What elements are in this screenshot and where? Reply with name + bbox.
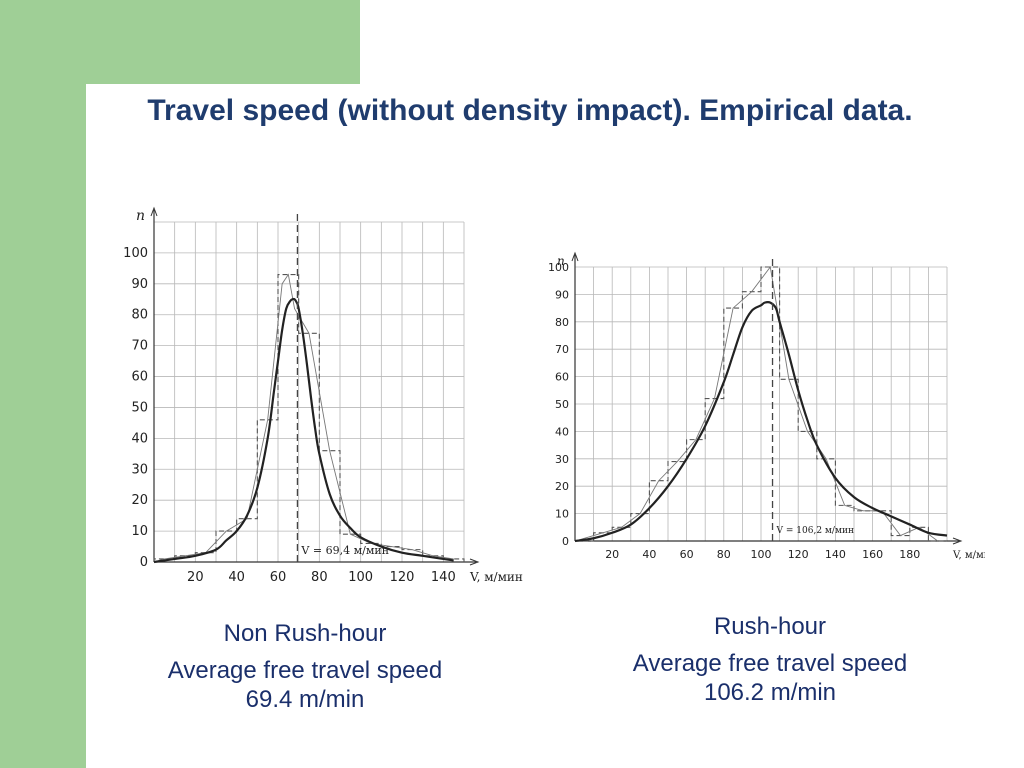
frequency-polygon-series [574, 265, 938, 542]
x-axis-arrow [952, 537, 963, 545]
y-tick-label: 0 [140, 555, 148, 570]
chart-rush-hour: 0 10 20 30 40 50 60 70 80 90 100 20 40 60 80 100 120 140 1… [548, 251, 985, 561]
y-tick-label: 30 [555, 453, 569, 466]
x-tick-label: 40 [642, 548, 656, 561]
y-tick-label: 70 [131, 339, 148, 354]
caption-left-line1: Average free travel speed [167, 657, 443, 684]
side-band [0, 0, 86, 768]
histogram-series [153, 273, 465, 562]
caption-right-line2: 106.2 m/min [703, 679, 837, 706]
y-tick-label: 100 [548, 261, 569, 274]
caption-right: Rush-hour Average free travel speed 106.… [600, 612, 940, 707]
y-tick-label: 80 [555, 316, 569, 329]
y-tick-label: 60 [131, 370, 148, 385]
chart-non-rush-hour: 0 10 20 30 40 50 60 70 80 90 100 20 40 60 80 100 120 140 n… [123, 206, 523, 585]
y-tick-label: 50 [131, 400, 148, 415]
y-tick-label: 50 [555, 398, 569, 411]
y-tick-label: 10 [555, 508, 569, 521]
x-axis-label: V, м/мин [469, 570, 523, 584]
y-axis-label: n [557, 254, 565, 268]
x-tick-label: 80 [717, 548, 731, 561]
fitted-curve-series [574, 300, 948, 543]
caption-left: Non Rush-hour Average free travel speed … [130, 619, 480, 714]
y-tick-label: 20 [555, 480, 569, 493]
fitted-curve-series [153, 297, 454, 564]
frequency-polygon-series [153, 273, 454, 563]
y-axis-arrow [150, 206, 158, 217]
x-tick-label: 100 [348, 570, 373, 585]
y-tick-label: 90 [131, 277, 148, 292]
caption-right-line1: Average free travel speed [632, 650, 908, 677]
x-tick-label: 120 [788, 548, 809, 561]
content-panel [86, 84, 1024, 768]
y-axis-label: n [136, 208, 145, 224]
slide-title: Travel speed (without density impact). E… [147, 94, 913, 127]
x-tick-label: 140 [431, 570, 456, 585]
x-axis-arrow [469, 558, 480, 566]
x-tick-label: 60 [680, 548, 694, 561]
x-tick-label: 40 [228, 570, 245, 585]
top-band [0, 0, 360, 84]
y-tick-label: 60 [555, 371, 569, 384]
x-tick-label: 20 [187, 570, 204, 585]
mean-annotation: V = 69,4 м/мин [300, 544, 389, 557]
x-tick-label: 140 [825, 548, 846, 561]
y-axis-arrow [571, 251, 579, 262]
x-tick-label: 20 [605, 548, 619, 561]
y-tick-label: 90 [555, 288, 569, 301]
x-tick-label: 60 [270, 570, 287, 585]
x-axis-label: V, м/мин [952, 550, 985, 561]
mean-annotation: V = 106,2 м/мин [776, 526, 854, 536]
y-tick-label: 0 [562, 535, 569, 548]
y-tick-label: 100 [123, 246, 148, 261]
x-tick-label: 180 [899, 548, 920, 561]
x-tick-label: 100 [751, 548, 772, 561]
y-tick-label: 10 [131, 524, 148, 539]
y-tick-label: 80 [131, 308, 148, 323]
y-tick-label: 40 [555, 425, 569, 438]
y-tick-label: 30 [131, 462, 148, 477]
x-tick-label: 120 [390, 570, 415, 585]
x-tick-label: 80 [311, 570, 328, 585]
caption-left-label: Non Rush-hour [223, 620, 387, 647]
y-tick-label: 40 [131, 431, 148, 446]
caption-right-label: Rush-hour [713, 613, 827, 640]
y-tick-label: 70 [555, 343, 569, 356]
x-tick-label: 160 [862, 548, 883, 561]
caption-left-line2: 69.4 m/min [245, 686, 365, 713]
y-tick-label: 20 [131, 493, 148, 508]
histogram-series [575, 266, 947, 542]
